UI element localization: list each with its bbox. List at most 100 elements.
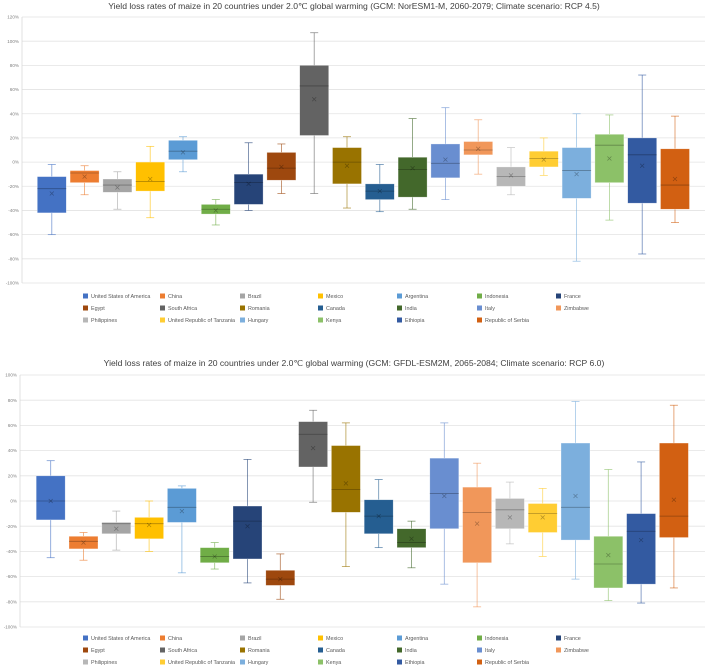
mean-marker bbox=[377, 188, 383, 194]
mean-marker bbox=[146, 522, 152, 528]
legend-label: Zimbabwe bbox=[564, 306, 589, 312]
mean-marker bbox=[442, 493, 447, 499]
mean-marker bbox=[343, 481, 349, 486]
box-mexico bbox=[135, 145, 165, 219]
mean-marker bbox=[540, 515, 545, 520]
legend-swatch bbox=[83, 317, 88, 323]
box-iqr bbox=[363, 499, 394, 535]
box-united-republic-of-tanzania bbox=[528, 137, 559, 176]
legend-swatch bbox=[240, 647, 245, 653]
y-tick-label: 120% bbox=[7, 15, 19, 20]
legend-item: Philippines bbox=[83, 659, 117, 666]
box-hungary bbox=[561, 113, 592, 262]
y-tick-label: -80% bbox=[6, 599, 17, 604]
legend-swatch bbox=[240, 659, 245, 665]
legend-label: India bbox=[405, 648, 417, 654]
legend-item: Zimbabwe bbox=[556, 305, 589, 312]
legend-label: United States of America bbox=[91, 636, 150, 642]
mean-marker bbox=[213, 208, 219, 213]
mean-marker bbox=[607, 156, 612, 161]
legend-item: Egypt bbox=[83, 647, 105, 654]
chart-1: Yield loss rates of maize in 20 countrie… bbox=[6, 1, 705, 324]
legend-label: Kenya bbox=[326, 318, 341, 324]
legend-swatch bbox=[83, 647, 88, 653]
legend-label: France bbox=[564, 636, 581, 642]
y-tick-label: -100% bbox=[6, 281, 19, 286]
box-philippines bbox=[495, 481, 525, 545]
legend-item: China bbox=[160, 635, 182, 642]
box-iqr bbox=[593, 535, 624, 589]
legend-item: Indonesia bbox=[477, 293, 508, 300]
legend-label: Republic of Serbia bbox=[485, 660, 529, 666]
legend-label: Ethiopia bbox=[405, 660, 424, 666]
y-tick-label: -40% bbox=[8, 208, 19, 213]
legend-swatch bbox=[477, 659, 482, 665]
legend-item: India bbox=[397, 647, 417, 654]
legend-item: Indonesia bbox=[477, 635, 508, 642]
legend-swatch bbox=[477, 647, 482, 653]
legend-item: Egypt bbox=[83, 305, 105, 312]
y-tick-label: 100% bbox=[5, 373, 17, 378]
mean-marker bbox=[573, 493, 578, 499]
box-iqr bbox=[397, 156, 428, 198]
mean-marker bbox=[279, 164, 284, 170]
box-iqr bbox=[69, 170, 100, 183]
box-iqr bbox=[299, 65, 330, 136]
mean-marker bbox=[82, 174, 87, 179]
legend-swatch bbox=[160, 305, 165, 311]
box-iqr bbox=[364, 183, 395, 200]
box-italy bbox=[429, 422, 460, 585]
y-tick-label: -20% bbox=[8, 184, 19, 189]
legend-item: Hungary bbox=[240, 659, 269, 666]
legend-item: Republic of Serbia bbox=[477, 659, 529, 666]
box-iqr bbox=[627, 137, 658, 204]
legend-swatch bbox=[556, 305, 561, 311]
mean-marker bbox=[606, 552, 611, 558]
mean-marker bbox=[475, 146, 481, 152]
legend-swatch bbox=[318, 647, 323, 653]
box-hungary bbox=[560, 401, 591, 580]
legend-label: Canada bbox=[326, 648, 345, 654]
mean-marker bbox=[344, 163, 350, 168]
box-iqr bbox=[68, 535, 99, 550]
mean-marker bbox=[409, 536, 414, 542]
box-philippines bbox=[496, 147, 526, 196]
legend-item: Italy bbox=[477, 647, 495, 654]
box-iqr bbox=[168, 140, 198, 160]
box-iqr bbox=[265, 569, 296, 586]
legend-item: India bbox=[397, 305, 417, 312]
legend-label: Brazil bbox=[248, 294, 261, 300]
legend-item: Ethiopia bbox=[397, 659, 424, 666]
legend-label: China bbox=[168, 294, 182, 300]
box-iqr bbox=[199, 547, 230, 564]
box-argentina bbox=[168, 136, 198, 173]
y-tick-label: 40% bbox=[10, 111, 19, 116]
box-canada bbox=[364, 164, 395, 213]
legend-swatch bbox=[240, 317, 245, 323]
box-iqr bbox=[594, 133, 625, 183]
y-tick-label: 100% bbox=[7, 39, 19, 44]
legend-swatch bbox=[160, 635, 165, 641]
legend-label: Egypt bbox=[91, 306, 105, 312]
mean-marker bbox=[574, 171, 579, 177]
mean-marker bbox=[541, 157, 547, 162]
legend-label: Philippines bbox=[91, 660, 117, 666]
mean-marker bbox=[443, 157, 448, 162]
box-indonesia bbox=[201, 199, 231, 226]
legend-item: United Republic of Tanzania bbox=[160, 317, 235, 324]
legend-item: Hungary bbox=[240, 317, 269, 324]
legend-label: Indonesia bbox=[485, 294, 508, 300]
box-iqr bbox=[201, 204, 231, 215]
legend-swatch bbox=[477, 317, 482, 323]
box-iqr bbox=[298, 421, 328, 468]
box-republic-of-serbia bbox=[660, 115, 690, 223]
mean-marker bbox=[114, 526, 119, 531]
legend-label: Egypt bbox=[91, 648, 105, 654]
mean-marker bbox=[180, 150, 186, 155]
mean-marker bbox=[48, 498, 53, 504]
legend-label: Indonesia bbox=[485, 636, 508, 642]
legend-swatch bbox=[397, 305, 402, 311]
box-iqr bbox=[495, 498, 525, 530]
mean-marker bbox=[49, 191, 55, 196]
